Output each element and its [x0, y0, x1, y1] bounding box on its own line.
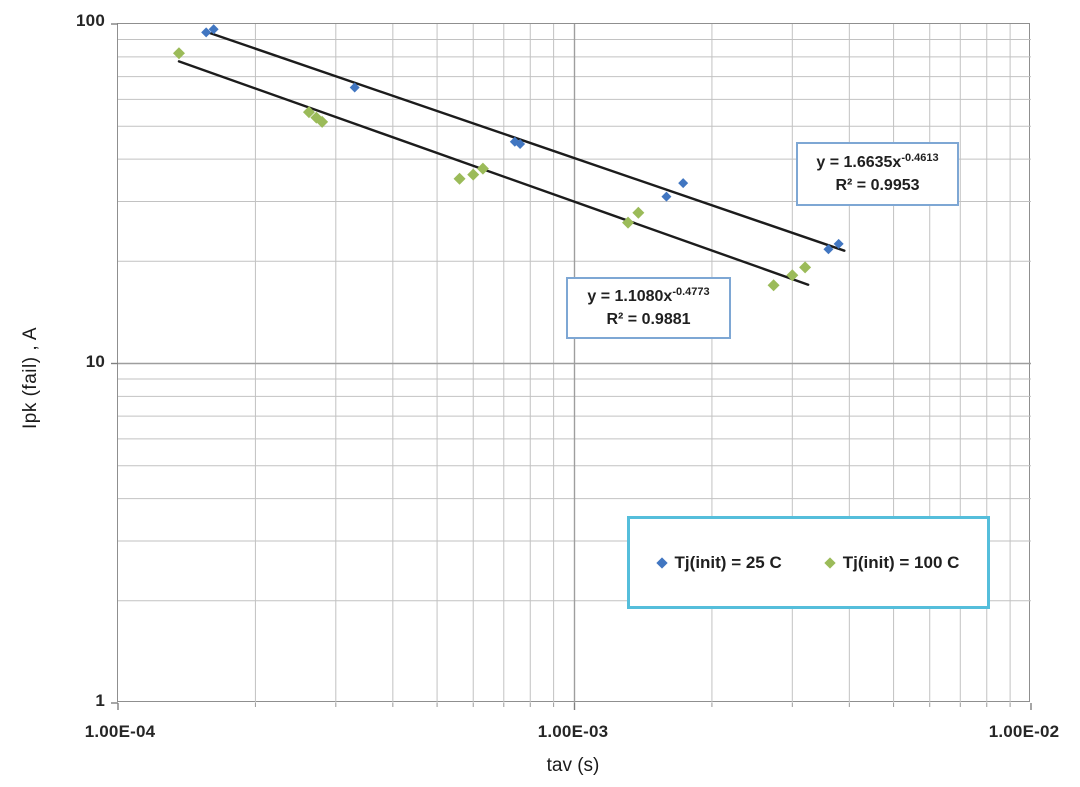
- x-axis-title: tav (s): [546, 755, 600, 776]
- trendline: [204, 30, 846, 252]
- data-point: [509, 136, 520, 147]
- trendline: [177, 60, 810, 286]
- data-point: [476, 162, 489, 175]
- data-point: [678, 178, 689, 189]
- trendline-equation-box-100c: y = 1.1080x-0.4773 R² = 0.9881: [566, 277, 731, 339]
- data-point: [515, 139, 526, 150]
- x-tick-1e-3: 1.00E-03: [537, 722, 609, 741]
- data-point: [767, 279, 780, 292]
- x-tick-1e-4: 1.00E-04: [84, 722, 156, 741]
- plot-svg: [111, 23, 1032, 710]
- data-point: [302, 106, 315, 119]
- equation-text: y = 1.6635x-0.4613: [816, 152, 938, 175]
- equation-base: y = 1.1080x: [587, 288, 673, 305]
- plot-area: [111, 23, 1032, 710]
- x-tick-1e-2: 1.00E-02: [988, 722, 1060, 741]
- data-point: [823, 244, 834, 255]
- data-point: [786, 269, 799, 282]
- green-diamond-icon: [824, 556, 836, 569]
- equation-exponent: -0.4773: [672, 286, 710, 298]
- data-point: [622, 216, 635, 229]
- trendline-equation-box-25c: y = 1.6635x-0.4613 R² = 0.9953: [796, 142, 959, 206]
- data-point: [453, 172, 466, 185]
- legend-entry-100c: Tj(init) = 100 C: [824, 552, 960, 573]
- legend-entry-25c: Tj(init) = 25 C: [655, 552, 782, 573]
- y-tick-10: 10: [85, 352, 105, 371]
- legend-label-100c: Tj(init) = 100 C: [842, 552, 960, 572]
- data-point: [316, 115, 329, 128]
- y-axis-title: Ipk (fail) , A: [20, 326, 41, 430]
- legend: Tj(init) = 25 C Tj(init) = 100 C: [627, 516, 990, 609]
- r-squared-text: R² = 0.9881: [606, 311, 691, 328]
- equation-exponent: -0.4613: [901, 152, 939, 164]
- y-tick-100: 100: [76, 11, 105, 30]
- blue-diamond-icon: [655, 556, 668, 569]
- equation-base: y = 1.6635x: [816, 154, 902, 171]
- data-point: [467, 168, 480, 181]
- y-tick-1: 1: [95, 691, 105, 710]
- r-squared-text: R² = 0.9953: [835, 177, 920, 194]
- equation-text: y = 1.1080x-0.4773: [587, 286, 709, 309]
- data-point: [833, 238, 844, 249]
- data-point: [208, 24, 219, 35]
- data-point: [172, 47, 185, 60]
- data-point: [799, 261, 812, 274]
- data-point: [661, 191, 672, 202]
- legend-label-25c: Tj(init) = 25 C: [674, 552, 782, 572]
- data-point: [632, 206, 645, 219]
- data-point: [349, 82, 360, 93]
